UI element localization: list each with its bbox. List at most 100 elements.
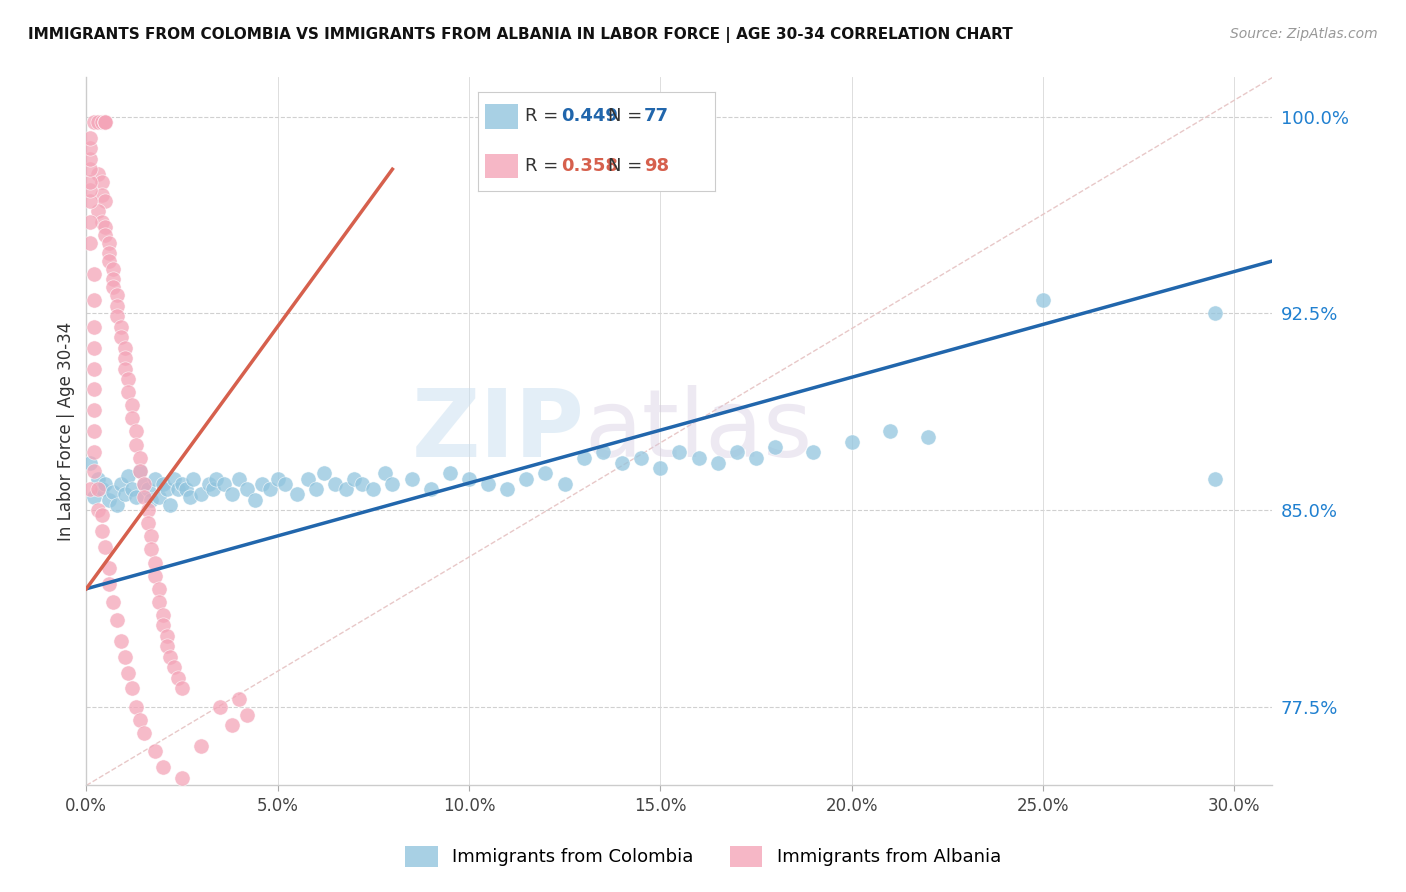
Point bbox=[90, 215, 112, 229]
Point bbox=[87, 168, 110, 182]
Point bbox=[79, 215, 101, 229]
Point bbox=[243, 492, 266, 507]
Point bbox=[763, 440, 786, 454]
Point bbox=[572, 450, 595, 465]
Point bbox=[110, 330, 132, 344]
Point bbox=[841, 434, 863, 449]
Text: Source: ZipAtlas.com: Source: ZipAtlas.com bbox=[1230, 27, 1378, 41]
Point bbox=[105, 299, 128, 313]
Point bbox=[79, 456, 101, 470]
Point bbox=[554, 476, 576, 491]
Point bbox=[259, 482, 281, 496]
Point bbox=[205, 472, 228, 486]
Point bbox=[381, 476, 404, 491]
Point bbox=[141, 492, 163, 507]
Point bbox=[128, 464, 150, 478]
Point bbox=[312, 467, 335, 481]
Point bbox=[170, 681, 193, 696]
Point bbox=[401, 472, 423, 486]
Point bbox=[141, 542, 163, 557]
Point bbox=[374, 467, 396, 481]
Point bbox=[94, 194, 117, 208]
Point bbox=[879, 425, 901, 439]
Point bbox=[439, 467, 461, 481]
Point bbox=[87, 482, 110, 496]
Point bbox=[650, 461, 672, 475]
Point bbox=[83, 490, 105, 504]
Point bbox=[221, 718, 243, 732]
Point bbox=[98, 254, 121, 268]
Y-axis label: In Labor Force | Age 30-34: In Labor Force | Age 30-34 bbox=[58, 322, 75, 541]
Point bbox=[117, 385, 139, 400]
Point bbox=[725, 445, 748, 459]
Point bbox=[163, 660, 186, 674]
Point bbox=[101, 272, 124, 286]
Point bbox=[534, 467, 557, 481]
Point bbox=[79, 162, 101, 177]
Point bbox=[79, 141, 101, 155]
Point bbox=[179, 490, 201, 504]
Point bbox=[110, 634, 132, 648]
Point bbox=[167, 482, 190, 496]
Point bbox=[98, 235, 121, 250]
Point bbox=[610, 456, 633, 470]
Point bbox=[83, 267, 105, 281]
Point bbox=[87, 115, 110, 129]
Point bbox=[121, 398, 143, 412]
Point bbox=[159, 498, 181, 512]
Point bbox=[83, 319, 105, 334]
Point bbox=[143, 472, 166, 486]
Point bbox=[94, 219, 117, 234]
Point bbox=[236, 482, 259, 496]
Point bbox=[94, 115, 117, 129]
Point bbox=[274, 476, 297, 491]
Point bbox=[297, 472, 319, 486]
Point bbox=[101, 484, 124, 499]
Point bbox=[83, 383, 105, 397]
Point bbox=[201, 482, 224, 496]
Point bbox=[114, 361, 136, 376]
Legend: Immigrants from Colombia, Immigrants from Albania: Immigrants from Colombia, Immigrants fro… bbox=[398, 838, 1008, 874]
Point bbox=[83, 361, 105, 376]
Point bbox=[87, 503, 110, 517]
Point bbox=[79, 183, 101, 197]
Point bbox=[90, 175, 112, 189]
Point bbox=[156, 482, 179, 496]
Point bbox=[343, 472, 366, 486]
Point bbox=[1032, 293, 1054, 308]
Point bbox=[105, 613, 128, 627]
Point bbox=[121, 482, 143, 496]
Point bbox=[132, 476, 155, 491]
Point bbox=[148, 595, 170, 609]
Point bbox=[125, 490, 148, 504]
Point bbox=[125, 437, 148, 451]
Point bbox=[98, 492, 121, 507]
Point bbox=[83, 445, 105, 459]
Point bbox=[98, 246, 121, 260]
Point bbox=[167, 671, 190, 685]
Point bbox=[221, 487, 243, 501]
Point bbox=[190, 487, 212, 501]
Point bbox=[114, 650, 136, 665]
Point bbox=[110, 476, 132, 491]
Point bbox=[132, 476, 155, 491]
Point bbox=[105, 288, 128, 302]
Text: atlas: atlas bbox=[585, 385, 813, 477]
Point bbox=[79, 175, 101, 189]
Point bbox=[143, 556, 166, 570]
Point bbox=[136, 516, 159, 531]
Point bbox=[125, 425, 148, 439]
Point bbox=[98, 561, 121, 575]
Point bbox=[350, 476, 373, 491]
Point bbox=[79, 482, 101, 496]
Point bbox=[94, 540, 117, 554]
Point bbox=[252, 476, 274, 491]
Point bbox=[87, 472, 110, 486]
Point bbox=[745, 450, 768, 465]
Point bbox=[361, 482, 384, 496]
Point bbox=[79, 152, 101, 166]
Point bbox=[496, 482, 519, 496]
Point bbox=[190, 739, 212, 753]
Point bbox=[136, 503, 159, 517]
Point bbox=[117, 665, 139, 680]
